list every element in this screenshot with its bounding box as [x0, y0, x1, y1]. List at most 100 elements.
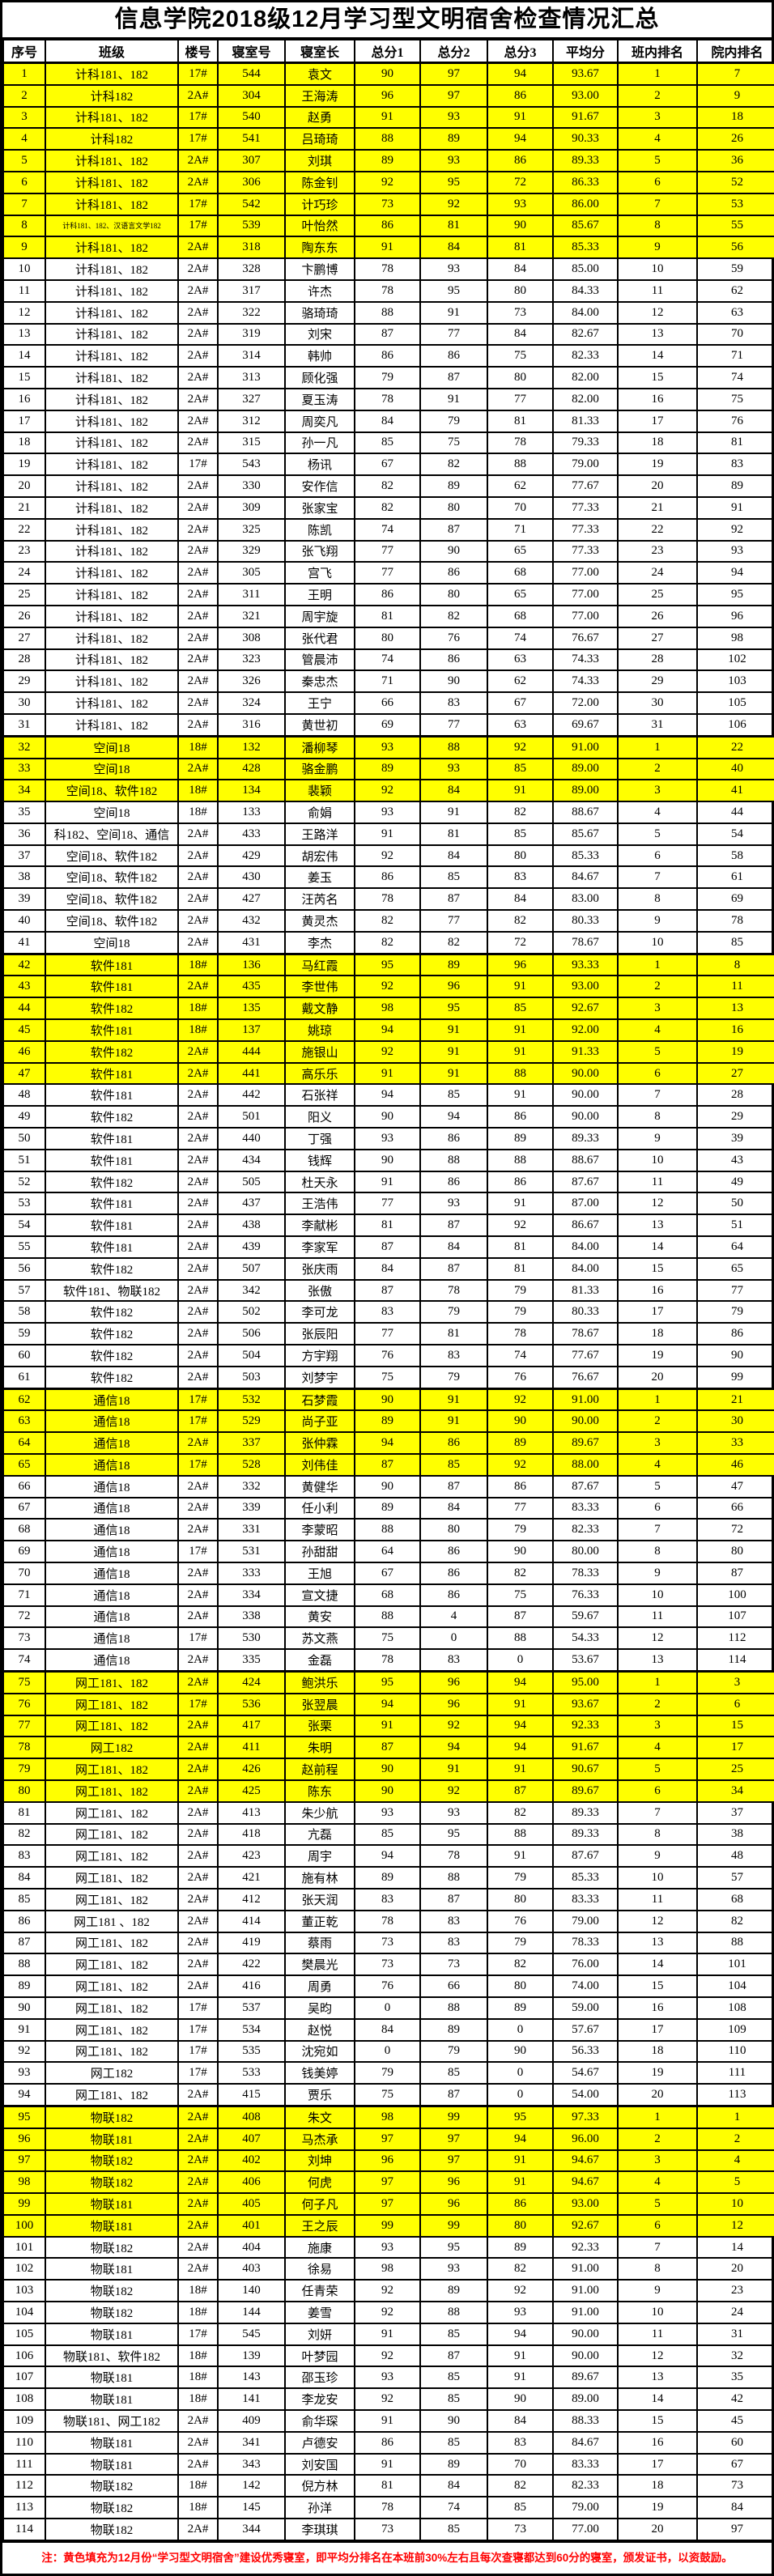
- table-cell: 46: [2, 1039, 46, 1064]
- table-cell: 软件181: [45, 975, 179, 999]
- table-cell: 计科181、182: [45, 344, 179, 368]
- table-cell: 9: [696, 83, 774, 108]
- table-cell: 409: [217, 2409, 286, 2433]
- table-cell: 304: [217, 83, 286, 108]
- table-cell: 81: [487, 236, 554, 260]
- table-row: 47 软件181 2A# 441 高乐乐 91 91 88 90.00 6 27: [2, 1061, 774, 1086]
- table-cell: 95.00: [552, 1669, 619, 1694]
- table-cell: 空间18: [45, 757, 179, 781]
- table-cell: 330: [217, 474, 286, 498]
- table-cell: 76.67: [552, 626, 619, 650]
- table-cell: 46: [696, 1453, 774, 1477]
- table-cell: 2A#: [177, 1105, 219, 1129]
- table-cell: 83: [696, 453, 774, 477]
- table-row: 24 计科181、182 2A# 305 宫飞 77 86 68 77.00 24 94: [2, 561, 774, 585]
- table-cell: 98: [696, 626, 774, 650]
- table-cell: 12: [617, 2344, 698, 2368]
- table-cell: 邵玉珍: [284, 2366, 355, 2390]
- table-cell: 502: [217, 1300, 286, 1324]
- column-header: 楼号: [177, 39, 219, 64]
- table-cell: 439: [217, 1235, 286, 1259]
- table-cell: 427: [217, 887, 286, 912]
- table-cell: 5: [696, 2170, 774, 2195]
- table-cell: 82.33: [552, 344, 619, 368]
- table-cell: 8: [617, 1822, 698, 1847]
- table-cell: 87: [2, 1931, 46, 1955]
- table-cell: 何虎: [284, 2170, 355, 2195]
- table-cell: 软件181: [45, 1235, 179, 1259]
- table-cell: 22: [696, 734, 774, 759]
- table-cell: 141: [217, 2387, 286, 2412]
- table-cell: 13: [617, 1648, 698, 1673]
- table-cell: 90.00: [552, 2344, 619, 2368]
- table-cell: 83: [2, 1844, 46, 1868]
- table-cell: 69: [354, 712, 421, 738]
- table-cell: 87.67: [552, 1170, 619, 1194]
- table-cell: 85: [419, 2366, 488, 2390]
- table-cell: 7: [617, 2235, 698, 2259]
- table-cell: 93: [354, 801, 421, 824]
- table-cell: 73: [2, 1626, 46, 1651]
- table-cell: 王浩伟: [284, 1192, 355, 1216]
- table-cell: 计科181、182: [45, 691, 179, 715]
- table-row: 59 软件182 2A# 506 张辰阳 77 81 78 78.67 18 86: [2, 1322, 774, 1346]
- table-cell: 1: [617, 61, 698, 86]
- table-cell: 80.00: [552, 1540, 619, 1563]
- table-cell: 网工181、182: [45, 1953, 179, 1977]
- table-cell: 23: [2, 539, 46, 563]
- table-row: 84 网工181、182 2A# 421 施有林 89 88 79 85.33 10 57: [2, 1866, 774, 1889]
- table-cell: 2A#: [177, 2235, 219, 2259]
- table-cell: 软件181: [45, 1127, 179, 1150]
- table-cell: 79: [487, 1278, 554, 1303]
- table-cell: 101: [2, 2235, 46, 2259]
- table-cell: 85.33: [552, 236, 619, 260]
- table-cell: 2A#: [177, 757, 219, 781]
- table-cell: 413: [217, 1800, 286, 1825]
- table-cell: 10: [2, 257, 46, 281]
- table-cell: 2A#: [177, 2409, 219, 2433]
- table-cell: 11: [2, 278, 46, 303]
- table-cell: 33: [696, 1431, 774, 1455]
- table-cell: 18#: [177, 952, 219, 977]
- table-cell: 422: [217, 1953, 286, 1977]
- table-cell: 网工181 、182: [45, 1909, 179, 1933]
- table-cell: 65: [2, 1453, 46, 1477]
- table-cell: 56: [696, 236, 774, 260]
- table-cell: 84: [419, 2474, 488, 2498]
- table-cell: 18#: [177, 2474, 219, 2498]
- table-cell: 沈宛如: [284, 2039, 355, 2064]
- table-cell: 84: [487, 887, 554, 912]
- table-cell: 17#: [177, 1996, 219, 2020]
- table-cell: 88: [419, 1866, 488, 1889]
- table-cell: 18#: [177, 2387, 219, 2412]
- table-cell: 刘梦宇: [284, 1365, 355, 1390]
- table-cell: 82: [696, 1909, 774, 1933]
- table-cell: 2A#: [177, 322, 219, 346]
- table-cell: 黄安: [284, 1605, 355, 1629]
- table-cell: 305: [217, 561, 286, 585]
- table-row: 36 科182、空间18、通信 2A# 433 王路洋 91 81 85 85.67 5 54: [2, 822, 774, 846]
- table-cell: 10: [617, 257, 698, 281]
- table-cell: 95: [419, 1822, 488, 1847]
- table-cell: 97.33: [552, 2104, 619, 2129]
- table-cell: 空间18、软件182: [45, 887, 179, 912]
- table-row: 71 通信18 2A# 334 宣文捷 68 86 75 76.33 10 100: [2, 1583, 774, 1607]
- table-cell: 79.00: [552, 1909, 619, 1933]
- table-cell: 106: [696, 712, 774, 738]
- table-cell: 82: [487, 1800, 554, 1825]
- table-cell: 327: [217, 387, 286, 411]
- table-cell: 5: [2, 149, 46, 172]
- table-cell: 71: [2, 1583, 46, 1607]
- table-cell: 87.00: [552, 1192, 619, 1216]
- table-cell: 13: [617, 1931, 698, 1955]
- table-cell: 76: [696, 409, 774, 433]
- table-cell: 周宇: [284, 1844, 355, 1868]
- table-cell: 2A#: [177, 1758, 219, 1781]
- table-cell: 93: [2, 2061, 46, 2085]
- table-cell: 计科181、182: [45, 474, 179, 498]
- table-row: 41 空间18 2A# 431 李杰 82 82 72 78.67 10 85: [2, 930, 774, 955]
- table-cell: 李琪琪: [284, 2518, 355, 2541]
- table-cell: 78: [419, 1844, 488, 1868]
- table-cell: 85.67: [552, 214, 619, 238]
- table-cell: 83: [419, 1909, 488, 1933]
